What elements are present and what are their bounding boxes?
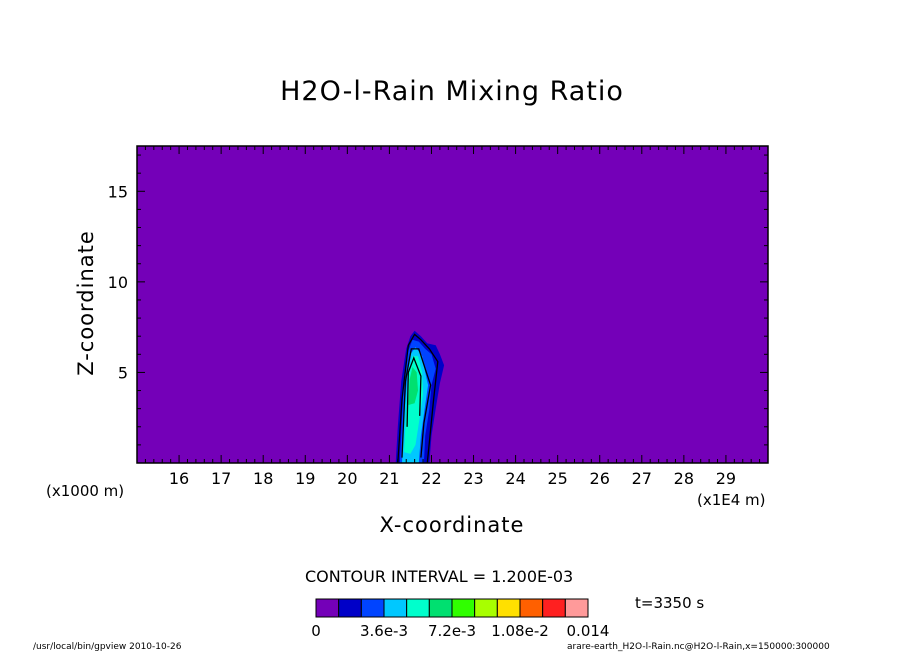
plot-frame (136, 145, 769, 464)
axes: 16 17 18 19 20 21 22 23 24 25 26 27 28 29 5 10 15 (108, 145, 769, 488)
colorbar-swatch-11 (564, 598, 589, 618)
contour-line-level-3 (406, 356, 422, 427)
x-tick-label: 16 (169, 469, 189, 488)
x-tick-label: 20 (337, 469, 357, 488)
x-tick-label: 29 (716, 469, 736, 488)
colorbar-swatch-10 (542, 598, 566, 618)
colorbar-tick-label: 0 (311, 622, 321, 640)
colorbar-swatch-2 (360, 598, 385, 618)
chart-title: H2O-l-Rain Mixing Ratio (280, 76, 624, 107)
footer-file-info: arare-earth_H2O-l-Rain.nc@H2O-l-Rain,x=1… (567, 642, 830, 652)
contour-line-level-1 (397, 333, 439, 463)
x-axis-label: X-coordinate (379, 513, 525, 537)
x-tick-label: 23 (463, 469, 483, 488)
colorbar-swatch-1 (338, 598, 362, 618)
contour-fill-level-5 (408, 367, 418, 405)
x-tick-label: 26 (590, 469, 610, 488)
footer-program-info: /usr/local/bin/gpview 2010-10-26 (33, 642, 182, 652)
colorbar-swatch-0 (315, 598, 340, 618)
colorbar-swatch-3 (383, 598, 408, 618)
colorbar-tick-label: 7.2e-3 (428, 622, 476, 640)
plot-area (137, 146, 768, 463)
colorbar-swatch-5 (428, 598, 453, 618)
x-tick-label: 28 (674, 469, 694, 488)
contour-interval-label: CONTOUR INTERVAL = 1.200E-03 (305, 567, 574, 586)
x-tick-label: 18 (253, 469, 273, 488)
y-axis-label: Z-coordinate (74, 230, 98, 376)
x-tick-label: 21 (379, 469, 399, 488)
contour-group (395, 330, 445, 463)
y-tick-label: 15 (108, 182, 128, 201)
colorbar-swatch-8 (496, 598, 521, 618)
x-tick-label: 22 (421, 469, 441, 488)
colorbar-tick-label: 1.08e-2 (491, 622, 549, 640)
colorbar-swatch-7 (474, 598, 498, 618)
contour-line-level-2 (401, 348, 432, 458)
x-tick-label: 27 (632, 469, 652, 488)
time-label: t=3350 s (635, 594, 705, 612)
colorbar-swatch-9 (519, 598, 544, 618)
colorbar-tick-label: 0.014 (567, 622, 610, 640)
y-axis-unit: (x1000 m) (46, 482, 125, 500)
colorbar-swatch-4 (406, 598, 430, 618)
x-tick-label: 25 (547, 469, 567, 488)
colorbar-tick-label: 3.6e-3 (360, 622, 408, 640)
y-tick-label: 10 (108, 273, 128, 292)
x-tick-label: 17 (211, 469, 231, 488)
y-tick-label: 5 (118, 363, 128, 382)
x-tick-label: 24 (505, 469, 525, 488)
x-tick-label: 19 (295, 469, 315, 488)
colorbar-swatch-6 (451, 598, 476, 618)
field-background (137, 146, 768, 463)
x-axis-unit: (x1E4 m) (697, 491, 766, 509)
colorbar: 0 3.6e-3 7.2e-3 1.08e-2 0.014 (311, 598, 610, 640)
contour-fill-level-4 (404, 356, 424, 454)
